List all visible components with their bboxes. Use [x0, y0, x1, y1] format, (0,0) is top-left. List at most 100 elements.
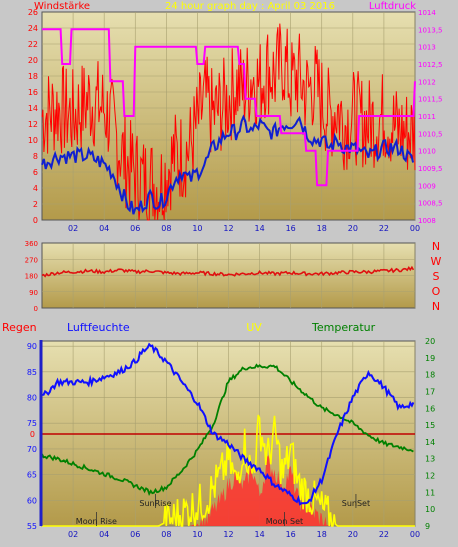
humidity-tick-label: 75 [27, 419, 37, 428]
time-tick-label: 02 [68, 224, 78, 233]
temperature-tick-label: 16 [425, 404, 435, 413]
rain-label: Regen [2, 321, 37, 334]
climate-time-tick-label: 08 [161, 530, 171, 539]
temperature-tick-label: 15 [425, 421, 435, 430]
wind-tick-label: 12 [28, 120, 38, 129]
annotation-label: SunSet [342, 499, 370, 508]
chart-title: 24 hour graph day : April 03 2016 [165, 1, 335, 12]
pressure-tick-label: 1009,5 [418, 165, 443, 173]
wind-pressure-ticks: 0246810121416182022242610081008,51009100… [28, 8, 443, 233]
time-tick-label: 08 [161, 224, 171, 233]
uv-line [42, 414, 415, 527]
direction-tick-label: 180 [25, 273, 38, 281]
wind-tick-label: 26 [28, 8, 38, 17]
direction-tick-label: 360 [25, 240, 38, 248]
climate-time-tick-label: 02 [68, 530, 78, 539]
climate-time-tick-label: 20 [348, 530, 358, 539]
time-tick-label: 10 [192, 224, 202, 233]
compass-label: S [433, 270, 440, 283]
climate-time-tick-label: 16 [286, 530, 296, 539]
temperature-label: Temperatur [311, 321, 376, 334]
time-tick-label: 22 [379, 224, 389, 233]
time-tick-label: 18 [317, 224, 327, 233]
wind-tick-label: 22 [28, 40, 38, 49]
compass-label: O [432, 285, 441, 298]
wind-tick-label: 18 [28, 72, 38, 81]
pressure-tick-label: 1012 [418, 78, 436, 86]
pressure-tick-label: 1009 [418, 182, 436, 190]
time-tick-label: 12 [223, 224, 233, 233]
humidity-line [41, 342, 415, 506]
wind-tick-label: 8 [33, 152, 38, 161]
wind-tick-label: 2 [33, 200, 38, 209]
compass-label: W [431, 255, 442, 268]
climate-time-tick-label: 10 [192, 530, 202, 539]
wind-axis-label: Windstärke [34, 1, 90, 12]
climate-time-tick-label: 22 [379, 530, 389, 539]
wind-direction-grid [42, 243, 416, 308]
wind-tick-label: 0 [33, 216, 38, 225]
compass-label: N [432, 240, 440, 253]
sun-moon-annotations: SunRise SunSet Moon Rise Moon Set [76, 494, 370, 526]
wind-direction-line [41, 265, 415, 278]
humidity-tick-label: 85 [27, 368, 37, 377]
pressure-tick-label: 1013 [418, 44, 436, 52]
temperature-tick-label: 20 [425, 337, 435, 346]
pressure-tick-label: 1013,5 [418, 26, 443, 34]
temperature-tick-label: 19 [425, 354, 435, 363]
pressure-tick-label: 1011 [418, 113, 436, 121]
climate-ticks: 55 60 65 70 75 80 85 90 9 10 11 12 13 14 15 16 17 18 19 20 0… [27, 337, 435, 539]
climate-time-tick-label: 04 [99, 530, 109, 539]
time-tick-label: 16 [286, 224, 296, 233]
humidity-tick-label: 70 [27, 445, 37, 454]
humidity-tick-label: 80 [27, 394, 37, 403]
time-tick-label: 04 [99, 224, 109, 233]
temperature-tick-label: 9 [425, 522, 430, 531]
wind-tick-label: 10 [28, 136, 38, 145]
wind-tick-label: 20 [28, 56, 38, 65]
compass-label: N [432, 300, 440, 313]
wind-tick-label: 14 [28, 104, 38, 113]
temperature-tick-label: 10 [425, 505, 435, 514]
wind-pressure-series [41, 23, 416, 221]
humidity-tick-label: 90 [27, 342, 37, 351]
rain-tick-label: 0 [30, 430, 35, 439]
wind-tick-label: 6 [33, 168, 38, 177]
time-tick-label: 00 [410, 224, 420, 233]
temperature-tick-label: 14 [425, 438, 435, 447]
time-tick-label: 20 [348, 224, 358, 233]
temperature-tick-label: 17 [425, 387, 435, 396]
wind-tick-label: 24 [28, 24, 38, 33]
temperature-tick-label: 13 [425, 455, 435, 464]
pressure-tick-label: 1008,5 [418, 200, 443, 208]
climate-time-tick-label: 00 [410, 530, 420, 539]
wind-average-line [41, 114, 415, 215]
direction-tick-label: 0 [34, 305, 38, 313]
climate-time-tick-label: 06 [130, 530, 140, 539]
humidity-label: Luftfeuchte [67, 321, 130, 334]
climate-time-tick-label: 14 [254, 530, 264, 539]
wind-direction-ticks: 0 90 180 270 360 [25, 240, 38, 313]
pressure-tick-label: 1008 [418, 217, 436, 225]
pressure-tick-label: 1010 [418, 148, 436, 156]
time-tick-label: 14 [254, 224, 264, 233]
annotation-label: SunRise [139, 499, 171, 508]
pressure-tick-label: 1012,5 [418, 61, 443, 69]
humidity-tick-label: 65 [27, 471, 37, 480]
pressure-tick-label: 1014 [418, 9, 436, 17]
temperature-tick-label: 18 [425, 371, 435, 380]
solar-radiation-area [42, 455, 415, 526]
climate-time-tick-label: 12 [223, 530, 233, 539]
wind-speed-line [41, 23, 416, 221]
temperature-tick-label: 11 [425, 488, 435, 497]
pressure-line [42, 28, 416, 187]
climate-time-tick-label: 18 [317, 530, 327, 539]
direction-tick-label: 90 [29, 289, 38, 297]
annotation-label: Moon Set [266, 517, 303, 526]
pressure-tick-label: 1010,5 [418, 130, 443, 138]
uv-label: UV [246, 321, 262, 334]
pressure-tick-label: 1011,5 [418, 96, 443, 104]
annotation-label: Moon Rise [76, 517, 117, 526]
